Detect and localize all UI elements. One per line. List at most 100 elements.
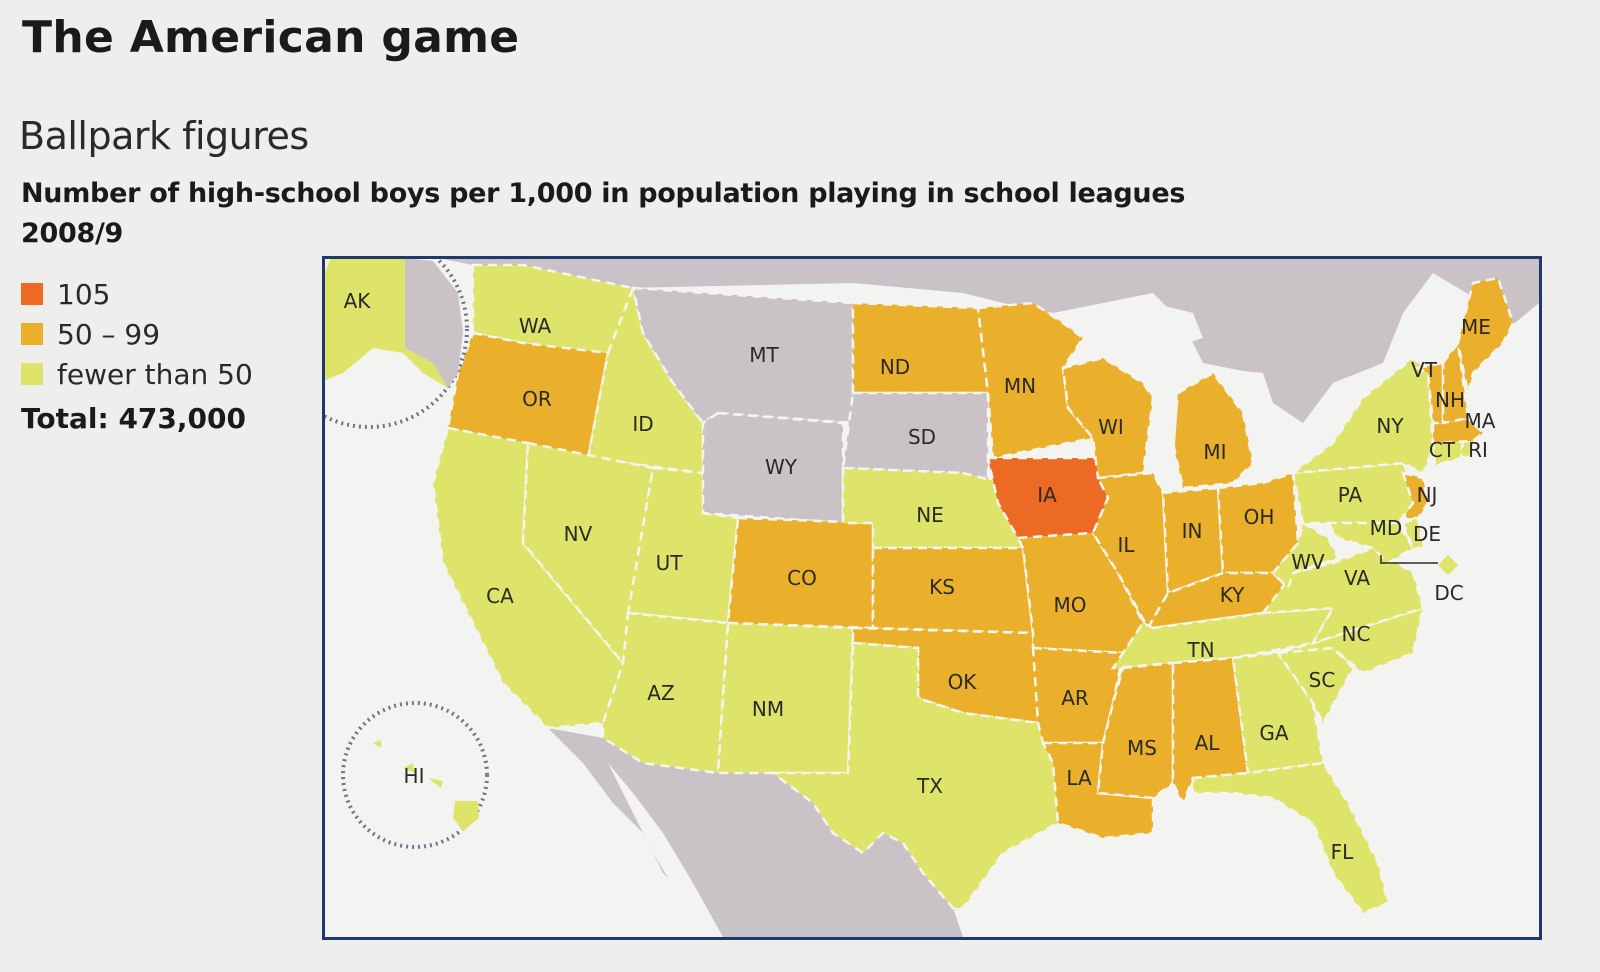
legend-item-mid: 50 – 99 (21, 314, 253, 354)
svg-text:NE: NE (916, 503, 944, 527)
state-DC[interactable] (1438, 555, 1458, 575)
svg-text:WY: WY (765, 455, 798, 479)
svg-text:KY: KY (1220, 583, 1245, 607)
legend-label: 105 (57, 277, 111, 311)
svg-text:IL: IL (1117, 533, 1135, 557)
state-NV[interactable] (521, 441, 655, 666)
state-VT[interactable] (1414, 361, 1445, 425)
state-NH[interactable] (1441, 339, 1470, 425)
svg-text:MN: MN (1004, 374, 1036, 398)
state-WY[interactable] (701, 411, 845, 525)
svg-text:OH: OH (1244, 505, 1275, 529)
svg-text:CO: CO (787, 566, 817, 590)
svg-text:AK: AK (344, 289, 372, 313)
svg-text:WI: WI (1098, 415, 1124, 439)
state-HI[interactable] (373, 740, 479, 831)
svg-text:RI: RI (1468, 438, 1488, 462)
chart-description: Number of high-school boys per 1,000 in … (21, 174, 1185, 254)
svg-text:AR: AR (1061, 686, 1089, 710)
svg-text:SC: SC (1309, 668, 1336, 692)
state-MI[interactable] (1171, 371, 1255, 490)
svg-text:HI: HI (404, 764, 425, 788)
svg-text:TN: TN (1186, 638, 1214, 662)
legend-item-low: fewer than 50 (21, 354, 253, 394)
description-year: 2008/9 (21, 218, 123, 249)
state-ME[interactable] (1456, 276, 1515, 394)
svg-text:UT: UT (656, 551, 684, 575)
svg-text:MA: MA (1465, 409, 1496, 433)
svg-text:MI: MI (1203, 440, 1226, 464)
svg-text:CT: CT (1429, 438, 1456, 462)
swatch-low (21, 363, 43, 385)
svg-text:VT: VT (1411, 358, 1438, 382)
svg-text:VA: VA (1344, 566, 1370, 590)
svg-text:DE: DE (1413, 522, 1441, 546)
map-frame: AK HI WA OR CA ID NV UT AZ MT WY CO NM N… (322, 256, 1542, 940)
svg-text:IA: IA (1037, 483, 1057, 507)
svg-text:WV: WV (1291, 550, 1325, 574)
svg-text:MT: MT (749, 343, 779, 367)
svg-text:IN: IN (1182, 519, 1203, 543)
great-lakes (1093, 303, 1333, 483)
svg-text:AL: AL (1195, 731, 1221, 755)
svg-text:OK: OK (948, 670, 978, 694)
svg-text:FL: FL (1331, 840, 1355, 864)
svg-text:LA: LA (1066, 766, 1092, 790)
state-AK[interactable] (325, 259, 448, 393)
svg-text:SD: SD (908, 425, 936, 449)
state-GA[interactable] (1231, 651, 1325, 775)
svg-text:DC: DC (1434, 581, 1463, 605)
legend-label: fewer than 50 (57, 357, 253, 391)
legend-item-high: 105 (21, 274, 253, 314)
page-title: The American game (22, 12, 520, 63)
state-NM[interactable] (716, 621, 855, 775)
chart-subtitle: Ballpark figures (19, 114, 309, 158)
state-MS[interactable] (1096, 661, 1175, 800)
swatch-high (21, 283, 43, 305)
state-VA[interactable] (1260, 546, 1425, 646)
svg-text:CA: CA (486, 584, 514, 608)
svg-text:ID: ID (632, 412, 653, 436)
state-SD[interactable] (841, 391, 990, 485)
svg-text:NJ: NJ (1417, 483, 1438, 507)
dc-leader-line (1380, 555, 1438, 564)
svg-text:OR: OR (522, 387, 552, 411)
swatch-mid (21, 323, 43, 345)
state-DE[interactable] (1401, 516, 1425, 550)
svg-text:PA: PA (1338, 483, 1363, 507)
legend-label: 50 – 99 (57, 317, 161, 351)
state-OH[interactable] (1216, 471, 1300, 575)
svg-text:ND: ND (880, 355, 910, 379)
svg-text:ME: ME (1461, 315, 1491, 339)
state-KS[interactable] (871, 546, 1035, 635)
state-MA[interactable] (1431, 416, 1485, 445)
state-labels: AK HI WA OR CA ID NV UT AZ MT WY CO NM N… (344, 289, 1496, 864)
svg-text:KS: KS (929, 575, 955, 599)
legend: 105 50 – 99 fewer than 50 Total: 473,000 (21, 274, 253, 435)
svg-text:MO: MO (1054, 593, 1087, 617)
svg-text:MS: MS (1127, 736, 1157, 760)
mexico-region (548, 728, 963, 937)
svg-text:NV: NV (564, 522, 593, 546)
hawaii-inset (341, 701, 489, 849)
state-CA[interactable] (431, 426, 625, 730)
svg-text:TX: TX (916, 774, 943, 798)
us-map: AK HI WA OR CA ID NV UT AZ MT WY CO NM N… (325, 259, 1539, 937)
state-NY[interactable] (1288, 356, 1435, 475)
canada-yukon (405, 259, 463, 388)
svg-text:NC: NC (1342, 622, 1371, 646)
state-FL[interactable] (1191, 761, 1390, 915)
state-WV[interactable] (1271, 521, 1340, 591)
state-KY[interactable] (1145, 571, 1290, 630)
svg-text:NM: NM (752, 697, 784, 721)
state-NJ[interactable] (1400, 471, 1430, 520)
state-TX[interactable] (769, 641, 1060, 910)
svg-text:AZ: AZ (647, 681, 674, 705)
svg-text:NY: NY (1376, 414, 1404, 438)
svg-text:MD: MD (1370, 516, 1403, 540)
svg-text:WA: WA (519, 314, 552, 338)
state-NC[interactable] (1277, 606, 1425, 675)
baja-water (608, 763, 723, 937)
state-ND[interactable] (851, 301, 990, 395)
canada-region (325, 259, 1539, 423)
